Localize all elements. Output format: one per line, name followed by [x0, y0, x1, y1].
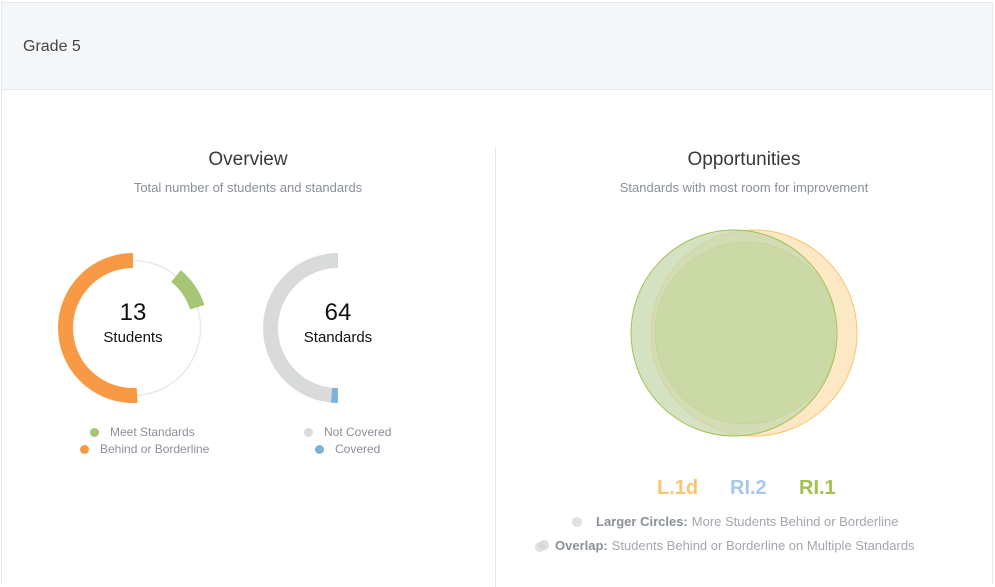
opportunities-subtitle: Standards with most room for improvement [619, 180, 869, 195]
legend-behind-label: Behind or Borderline [100, 442, 210, 456]
legend-not-covered: Not Covered [304, 425, 391, 439]
larger-circles-icon [572, 516, 582, 527]
standard-label-l1d[interactable]: L.1d [657, 477, 699, 499]
standards-count: 64 [324, 299, 352, 326]
overview-subtitle: Total number of students and standards [133, 180, 363, 195]
legend-meet-label: Meet Standards [110, 425, 195, 439]
note-larger-circles: Larger Circles: More Students Behind or … [572, 514, 898, 529]
not-covered-dot [304, 427, 313, 437]
note-larger-circles-bold: Larger Circles: [596, 514, 688, 529]
legend-behind-borderline: Behind or Borderline [80, 442, 209, 456]
students-count: 13 [119, 299, 147, 326]
students-donut[interactable] [58, 253, 208, 403]
section-divider [495, 147, 496, 587]
opportunities-title: Opportunities [687, 149, 801, 170]
standard-label-ri1[interactable]: RI.1 [799, 477, 836, 499]
standards-label: Standards [303, 329, 373, 346]
covered-dot [315, 444, 324, 454]
legend-covered-label: Covered [335, 442, 381, 456]
standards-donut[interactable] [263, 253, 413, 403]
behind-borderline-dot [80, 444, 89, 454]
note-overlap-bold: Overlap: [555, 538, 608, 553]
card-title: Grade 5 [23, 38, 81, 55]
overlap-icon [535, 539, 549, 552]
legend-covered: Covered [315, 442, 380, 456]
legend-not-covered-label: Not Covered [324, 425, 392, 439]
card-header: Grade 5 [2, 3, 992, 90]
standard-label-ri2[interactable]: RI.2 [730, 477, 767, 499]
note-overlap: Overlap: Students Behind or Borderline o… [535, 538, 915, 553]
bubble-ri2[interactable] [654, 241, 838, 425]
note-larger-circles-text: More Students Behind or Borderline [691, 514, 899, 529]
meet-standards-dot [90, 427, 99, 437]
legend-meet-standards: Meet Standards [90, 425, 195, 439]
note-overlap-text: Students Behind or Borderline on Multipl… [611, 538, 915, 553]
students-behind-arc[interactable] [58, 253, 208, 403]
standards-not-covered-arc[interactable] [263, 253, 413, 403]
opportunities-bubble-chart [630, 229, 858, 437]
overview-title: Overview [208, 149, 288, 170]
students-label: Students [103, 329, 163, 346]
